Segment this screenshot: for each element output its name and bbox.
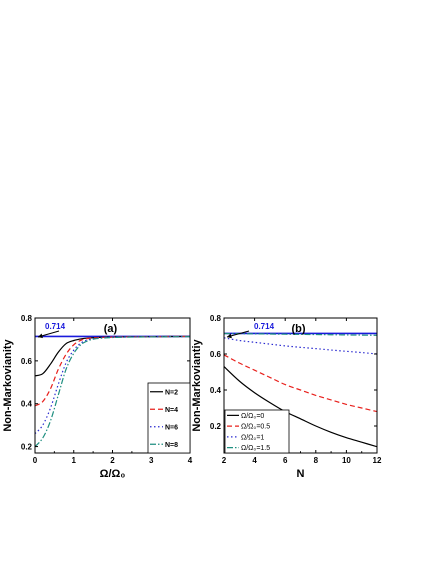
series-group (224, 332, 377, 448)
y-tick-label: 0.4 (21, 400, 33, 409)
legend-label: N=8 (165, 442, 178, 449)
annotation-label: 0.714 (254, 322, 275, 331)
annotation-arrowhead (38, 333, 43, 339)
legend-label: Ω/Ω₀=0 (241, 413, 264, 420)
x-axis-label: N (297, 468, 305, 480)
x-tick-label: 12 (373, 456, 382, 465)
legend: Ω/Ω₀=0 Ω/Ω₀=0.5 Ω/Ω₀=1 Ω/Ω₀=1.5 (224, 409, 290, 454)
series-line-0 (224, 366, 377, 448)
annotation-arrowhead (227, 333, 232, 339)
legend-label: N=6 (165, 424, 178, 431)
y-tick-label: 0.2 (21, 443, 33, 452)
series-line-2 (224, 337, 377, 355)
series-line-3 (35, 336, 190, 447)
y-tick-label: 0.8 (210, 314, 222, 323)
x-axis-label: Ω/Ω₀ (100, 468, 126, 480)
series-line-1 (35, 335, 190, 407)
y-tick-label: 0.2 (210, 422, 222, 431)
y-tick-label: 0.6 (210, 350, 222, 359)
y-tick-label: 0.6 (21, 357, 33, 366)
x-tick-label: 3 (149, 456, 154, 465)
y-tick-label: 0.4 (210, 386, 222, 395)
panel-a: 0 1 2 3 4 0.2 0.4 0.6 0.8 Ω/Ω₀ Non-Markovianity (a)… (2, 314, 193, 480)
series-group (35, 335, 190, 447)
panel-label: (b) (291, 323, 305, 335)
x-tick-label: 2 (222, 456, 227, 465)
y-axis-label: Non-Markoviantiy (191, 338, 203, 431)
x-tick-label: 6 (283, 456, 288, 465)
legend-box (224, 409, 290, 454)
legend: N=2 N=4 N=6 N=8 (147, 382, 191, 454)
annotation-label: 0.714 (45, 322, 66, 331)
legend-label: Ω/Ω₀=0.5 (241, 424, 270, 431)
x-tick-label: 1 (72, 456, 77, 465)
x-tick-label: 2 (110, 456, 115, 465)
x-tick-label: 10 (342, 456, 351, 465)
legend-label: N=4 (165, 407, 178, 414)
series-line-1 (224, 354, 377, 413)
x-tick-label: 8 (314, 456, 319, 465)
x-tick-label: 4 (188, 456, 193, 465)
legend-box (147, 382, 191, 454)
legend-label: Ω/Ω₀=1.5 (241, 445, 270, 452)
legend-label: N=2 (165, 389, 178, 396)
x-tick-label: 4 (252, 456, 257, 465)
panel-b: 2 4 6 8 10 12 0.2 0.4 0.6 0.8 N Non-Markoviantiy (b)… (191, 314, 382, 480)
y-tick-label: 0.8 (21, 314, 33, 323)
y-axis-label: Non-Markovianity (2, 338, 14, 431)
legend-label: Ω/Ω₀=1 (241, 434, 264, 441)
panel-label: (a) (104, 323, 118, 335)
series-line-3 (224, 332, 377, 336)
x-tick-label: 0 (33, 456, 38, 465)
